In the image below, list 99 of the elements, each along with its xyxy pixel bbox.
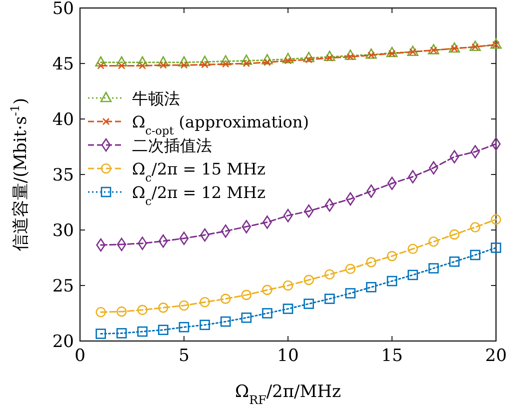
y-tick-label: 25 bbox=[52, 276, 74, 296]
point bbox=[449, 256, 460, 267]
legend-label: Ω$_{c-opt}$ (approximation) bbox=[132, 112, 309, 137]
point bbox=[490, 242, 502, 253]
point bbox=[180, 62, 188, 69]
point bbox=[282, 280, 294, 291]
point bbox=[428, 236, 439, 247]
x-tick-label: 0 bbox=[74, 346, 86, 366]
point bbox=[137, 326, 148, 337]
y-tick-label: 40 bbox=[52, 110, 74, 130]
point bbox=[241, 312, 252, 323]
point bbox=[303, 52, 314, 62]
point bbox=[262, 308, 272, 318]
point bbox=[262, 54, 273, 64]
point bbox=[407, 46, 418, 56]
point bbox=[324, 269, 335, 280]
point bbox=[220, 294, 231, 304]
point bbox=[282, 52, 294, 64]
point bbox=[282, 304, 294, 314]
point bbox=[304, 274, 314, 286]
point bbox=[428, 161, 438, 174]
point bbox=[366, 48, 377, 59]
point bbox=[199, 56, 210, 66]
legend-label: 二次插值法 bbox=[132, 136, 212, 155]
point bbox=[242, 60, 250, 68]
point bbox=[138, 62, 146, 70]
x-tick-label: 10 bbox=[277, 346, 299, 366]
y-tick-label: 50 bbox=[52, 0, 74, 19]
y-tick-label: 45 bbox=[52, 54, 74, 74]
point bbox=[220, 224, 230, 238]
point bbox=[160, 62, 167, 69]
point bbox=[428, 44, 440, 54]
point bbox=[158, 302, 168, 313]
point bbox=[241, 290, 252, 300]
point bbox=[324, 50, 336, 61]
x-tick-label: 15 bbox=[381, 346, 403, 366]
point bbox=[178, 56, 190, 67]
point bbox=[138, 236, 148, 250]
legend-label: Ω$_{c}$/2π = 12 MHz bbox=[132, 183, 266, 208]
point bbox=[344, 50, 356, 60]
point bbox=[116, 238, 126, 252]
point bbox=[366, 184, 376, 198]
point bbox=[158, 56, 169, 67]
point bbox=[449, 229, 460, 240]
point bbox=[178, 300, 190, 311]
point bbox=[178, 322, 190, 332]
point bbox=[262, 216, 272, 229]
point bbox=[324, 294, 335, 304]
point bbox=[116, 328, 127, 338]
x-tick-label: 5 bbox=[178, 346, 190, 366]
point bbox=[386, 276, 398, 286]
point bbox=[262, 284, 272, 296]
point bbox=[96, 328, 106, 339]
point bbox=[470, 40, 481, 51]
point bbox=[408, 170, 418, 184]
point bbox=[95, 56, 106, 67]
point bbox=[97, 62, 104, 70]
y-tick-label: 20 bbox=[52, 332, 74, 352]
point bbox=[179, 232, 189, 245]
point bbox=[386, 250, 398, 262]
point bbox=[220, 55, 232, 66]
point bbox=[137, 304, 148, 316]
point bbox=[158, 324, 168, 336]
point bbox=[200, 320, 210, 330]
point bbox=[470, 250, 480, 260]
point bbox=[491, 137, 501, 151]
point bbox=[428, 263, 439, 274]
x-axis-title: Ω$_{RF}$/2π/MHz bbox=[235, 382, 342, 407]
legend-label: Ω$_{c}$/2π = 15 MHz bbox=[132, 160, 266, 184]
point bbox=[387, 176, 397, 190]
y-tick-label: 30 bbox=[52, 221, 74, 241]
point bbox=[490, 38, 502, 49]
point bbox=[408, 270, 418, 280]
point bbox=[200, 297, 210, 308]
point bbox=[366, 282, 376, 292]
point bbox=[242, 220, 252, 234]
legend-label: 牛顿法 bbox=[132, 89, 180, 108]
point bbox=[470, 145, 480, 158]
point bbox=[450, 150, 460, 164]
point bbox=[490, 214, 502, 225]
point bbox=[96, 306, 106, 318]
point bbox=[408, 244, 418, 254]
x-tick-label: 20 bbox=[485, 346, 507, 366]
point bbox=[345, 264, 356, 274]
point bbox=[345, 288, 356, 298]
point bbox=[283, 208, 293, 222]
point bbox=[118, 62, 126, 70]
point bbox=[304, 298, 314, 309]
point bbox=[324, 198, 334, 212]
point bbox=[346, 192, 356, 206]
point bbox=[386, 46, 398, 58]
point bbox=[470, 222, 480, 232]
point bbox=[240, 54, 252, 65]
point bbox=[448, 42, 460, 53]
point bbox=[220, 316, 231, 327]
point bbox=[136, 56, 148, 67]
y-tick-label: 35 bbox=[52, 166, 74, 186]
point bbox=[116, 306, 127, 317]
point bbox=[366, 257, 376, 268]
